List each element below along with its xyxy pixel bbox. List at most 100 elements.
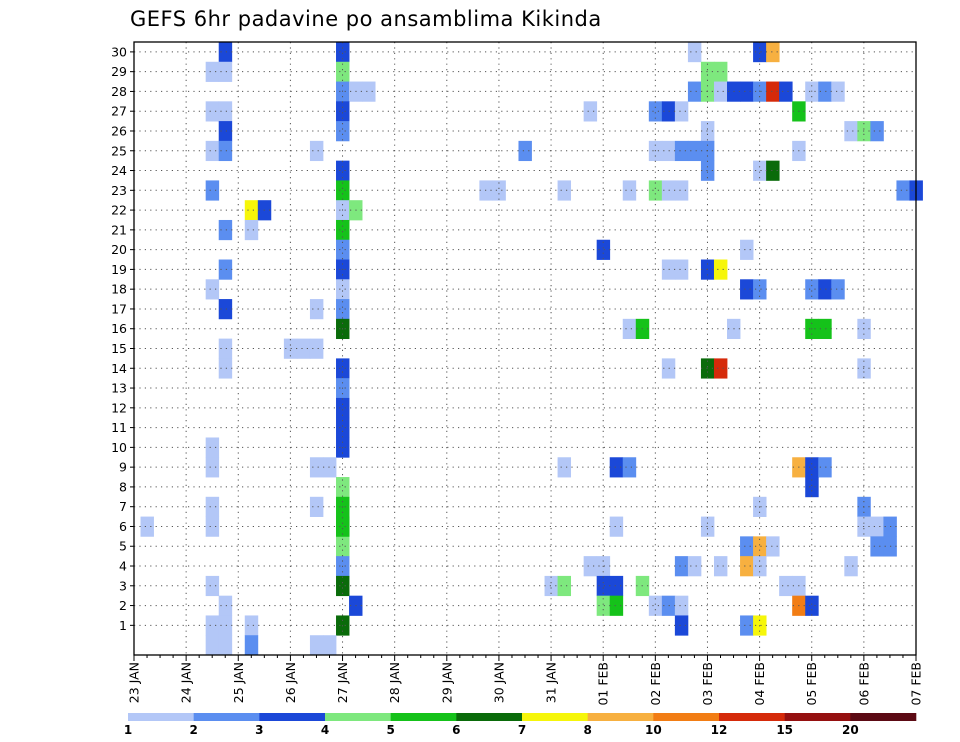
- heatmap-cell: [205, 615, 220, 636]
- heatmap-cell: [831, 279, 845, 300]
- heatmap-cell: [687, 556, 702, 577]
- heatmap-cell: [766, 42, 780, 63]
- y-axis: 1234567891011121314151617181920212223242…: [111, 44, 134, 633]
- heatmap-cell: [205, 437, 220, 458]
- heatmap-cell: [805, 595, 819, 616]
- heatmap-cell: [336, 279, 350, 300]
- x-tick-label: 27 JAN: [335, 662, 350, 703]
- x-tick-label: 04 FEB: [752, 662, 767, 706]
- y-tick-label: 3: [119, 578, 127, 593]
- y-tick-label: 5: [119, 539, 127, 554]
- heatmap-cell: [583, 101, 598, 122]
- colorbar-swatch: [259, 713, 326, 721]
- heatmap-cell: [805, 477, 819, 498]
- heatmap-cell: [609, 595, 624, 616]
- colorbar: 1 2 3 4 5 6 7 8 10 12 15 20: [124, 713, 917, 737]
- heatmap-cell: [687, 81, 702, 102]
- colorbar-label: 10: [645, 723, 662, 737]
- y-tick-label: 25: [111, 143, 127, 158]
- heatmap-cell: [805, 457, 819, 478]
- heatmap-cell: [674, 101, 689, 122]
- heatmap-cell: [309, 457, 324, 478]
- y-tick-label: 23: [111, 183, 127, 198]
- y-tick-label: 1: [119, 618, 127, 633]
- colorbar-swatch: [850, 713, 917, 721]
- heatmap-cell: [309, 496, 324, 517]
- y-tick-label: 30: [111, 44, 127, 59]
- heatmap-cell: [740, 239, 754, 260]
- heatmap-cell: [700, 61, 715, 82]
- colorbar-swatch: [522, 713, 588, 721]
- heatmap-cell: [844, 556, 858, 577]
- y-tick-label: 15: [111, 341, 127, 356]
- heatmap-cell: [740, 556, 754, 577]
- heatmap-cell: [296, 338, 311, 359]
- heatmap-cell: [779, 81, 793, 102]
- heatmap-cell: [818, 457, 832, 478]
- heatmap-cell: [309, 140, 324, 162]
- heatmap-cell: [557, 457, 572, 478]
- heatmap-cell: [205, 516, 220, 537]
- heatmap-cell: [674, 180, 689, 201]
- y-tick-label: 22: [111, 203, 127, 218]
- heatmap-cell: [336, 358, 350, 379]
- heatmap-cell: [609, 457, 624, 478]
- x-tick-label: 05 FEB: [804, 662, 819, 706]
- x-tick-label: 24 JAN: [179, 662, 194, 703]
- chart-title: GEFS 6hr padavine po ansamblima Kikinda: [130, 7, 602, 31]
- heatmap-cell: [753, 279, 767, 300]
- heatmap-cell: [205, 180, 220, 201]
- heatmap-cell: [622, 457, 637, 478]
- x-tick-label: 23 JAN: [127, 662, 142, 703]
- y-tick-label: 26: [111, 123, 127, 138]
- colorbar-label: 2: [189, 723, 197, 737]
- heatmap-cell: [596, 239, 611, 260]
- heatmap-cell: [870, 536, 884, 557]
- heatmap-cell: [205, 61, 220, 82]
- heatmap-cell: [687, 140, 702, 162]
- heatmap-cell: [596, 595, 611, 616]
- y-tick-label: 4: [119, 559, 127, 574]
- y-tick-label: 19: [111, 262, 127, 277]
- heatmap-cell: [362, 81, 376, 102]
- heatmap-cell: [336, 299, 350, 320]
- heatmap-cell: [609, 575, 624, 597]
- heatmap-cell: [336, 219, 350, 241]
- heatmap-cell: [492, 180, 506, 201]
- heatmap-cell: [700, 516, 715, 537]
- colorbar-label: 20: [842, 723, 859, 737]
- x-tick-label: 26 JAN: [283, 662, 298, 703]
- heatmap-cell: [336, 575, 350, 597]
- heatmap-cell: [844, 121, 858, 142]
- heatmap-cell: [336, 477, 350, 498]
- heatmap-cell: [648, 101, 663, 122]
- heatmap-cell: [309, 635, 324, 656]
- y-tick-label: 2: [119, 598, 127, 613]
- heatmap-cell: [766, 536, 780, 557]
- colorbar-swatch: [456, 713, 523, 721]
- y-tick-label: 21: [111, 222, 127, 237]
- heatmap-cell: [661, 101, 676, 122]
- heatmap-cell: [674, 595, 689, 616]
- heatmap-cell: [205, 496, 220, 517]
- heatmap-cells: [140, 42, 923, 656]
- colorbar-label: 5: [386, 723, 394, 737]
- heatmap-cell: [205, 279, 220, 300]
- colorbar-swatch: [193, 713, 260, 721]
- heatmap-cell: [336, 536, 350, 557]
- heatmap-cell: [661, 140, 676, 162]
- heatmap-cell: [622, 318, 637, 340]
- heatmap-cell: [661, 358, 676, 379]
- y-tick-label: 7: [119, 499, 127, 514]
- heatmap-cell: [518, 140, 532, 162]
- heatmap-cell: [218, 61, 233, 82]
- colorbar-swatch: [784, 713, 851, 721]
- heatmap-cell: [322, 635, 337, 656]
- colorbar-swatch: [719, 713, 785, 721]
- heatmap-cell: [205, 575, 220, 597]
- heatmap-cell: [218, 219, 233, 241]
- y-tick-label: 10: [111, 440, 127, 455]
- x-tick-label: 28 JAN: [387, 662, 402, 703]
- heatmap-cell: [674, 259, 689, 280]
